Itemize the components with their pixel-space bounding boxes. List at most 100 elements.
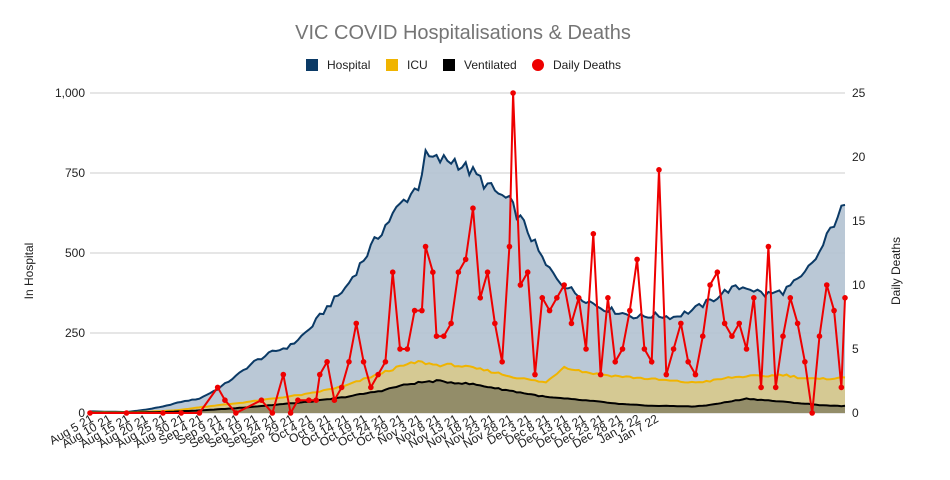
deaths-point: [714, 269, 721, 276]
y-axis-left: 0 250 500 750 1,000: [55, 86, 85, 420]
deaths-point: [313, 397, 319, 404]
deaths-series: [87, 90, 848, 416]
deaths-point: [331, 397, 338, 404]
deaths-point: [411, 307, 418, 314]
deaths-point: [87, 410, 93, 416]
deaths-point: [823, 282, 830, 288]
y-axis-right: 0 5 10 15 20 25: [852, 86, 866, 420]
deaths-point: [772, 384, 779, 391]
deaths-point: [546, 307, 553, 314]
deaths-point: [419, 307, 425, 314]
deaths-point: [462, 256, 469, 263]
area-series: [90, 147, 846, 414]
deaths-point: [353, 320, 360, 327]
deaths-point: [306, 397, 312, 404]
y-tick-label: 1,000: [55, 86, 85, 100]
deaths-point: [280, 371, 287, 378]
y-axis-title: In Hospital: [22, 243, 36, 300]
y-tick-label: 750: [65, 166, 85, 180]
deaths-point: [196, 410, 203, 416]
deaths-point: [707, 282, 713, 288]
deaths-point: [597, 371, 604, 378]
deaths-point: [802, 359, 808, 365]
deaths-point: [838, 384, 845, 391]
deaths-point: [627, 307, 633, 314]
deaths-point: [816, 333, 823, 340]
deaths-point: [269, 410, 276, 416]
deaths-point: [397, 346, 403, 352]
deaths-point: [656, 167, 662, 173]
legend-swatch-ventilated: [443, 59, 455, 71]
legend-swatch-daily-deaths: [532, 59, 544, 71]
deaths-point: [751, 295, 757, 301]
area-line-ventilated: [90, 379, 846, 414]
deaths-point: [510, 90, 516, 96]
deaths-point: [561, 282, 567, 288]
y2-tick-label: 20: [852, 150, 866, 164]
deaths-point: [743, 346, 750, 352]
deaths-point: [470, 205, 476, 211]
deaths-point: [670, 346, 677, 352]
deaths-point: [678, 320, 684, 327]
deaths-point: [360, 359, 367, 365]
deaths-point: [648, 359, 655, 365]
deaths-point: [430, 269, 436, 276]
deaths-point: [295, 397, 301, 404]
legend-label-daily-deaths: Daily Deaths: [553, 58, 621, 72]
y-tick-label: 500: [65, 246, 85, 260]
y2-tick-label: 0: [852, 406, 859, 420]
deaths-point: [758, 384, 764, 391]
deaths-point: [258, 397, 265, 404]
deaths-point: [123, 410, 130, 416]
y2-tick-label: 25: [852, 86, 866, 100]
legend-swatch-icu: [386, 59, 398, 71]
y2-tick-label: 5: [852, 342, 859, 356]
deaths-point: [484, 269, 491, 276]
deaths-point: [433, 333, 440, 340]
deaths-point: [780, 333, 786, 340]
deaths-point: [685, 359, 691, 365]
y2-tick-label: 15: [852, 214, 866, 228]
deaths-point: [422, 243, 429, 250]
deaths-point: [368, 384, 374, 391]
legend-label-hospital: Hospital: [327, 58, 370, 72]
deaths-point: [382, 359, 389, 365]
deaths-point: [492, 320, 498, 327]
deaths-point: [532, 371, 538, 378]
deaths-point: [765, 243, 772, 250]
legend: Hospital ICU Ventilated Daily Deaths: [306, 58, 621, 72]
deaths-point: [477, 295, 484, 301]
deaths-point: [842, 295, 848, 301]
y2-axis-title: Daily Deaths: [889, 237, 903, 305]
deaths-point: [324, 359, 330, 365]
deaths-point: [634, 256, 640, 263]
y2-tick-label: 10: [852, 278, 866, 292]
deaths-point: [338, 384, 345, 391]
deaths-point: [554, 295, 560, 301]
deaths-point: [794, 320, 801, 327]
deaths-point: [178, 410, 184, 416]
y-tick-label: 0: [78, 406, 85, 420]
deaths-point: [809, 410, 815, 416]
legend-swatch-hospital: [306, 59, 318, 71]
legend-label-ventilated: Ventilated: [464, 58, 517, 72]
chart-title: VIC COVID Hospitalisations & Deaths: [295, 22, 631, 44]
area-fill-hospital: [90, 150, 845, 414]
deaths-point: [663, 371, 670, 378]
deaths-point: [575, 295, 582, 301]
deaths-point: [375, 371, 381, 378]
deaths-point: [568, 320, 575, 327]
deaths-point: [404, 346, 411, 352]
deaths-point: [524, 269, 531, 276]
deaths-point: [389, 269, 396, 276]
deaths-point: [214, 384, 221, 391]
deaths-point: [233, 410, 239, 416]
deaths-point: [729, 333, 735, 340]
deaths-point: [619, 346, 626, 352]
area-line-icu: [90, 359, 846, 414]
deaths-point: [699, 333, 706, 340]
deaths-point: [692, 371, 699, 378]
deaths-point: [506, 243, 513, 250]
y-tick-label: 250: [65, 326, 85, 340]
